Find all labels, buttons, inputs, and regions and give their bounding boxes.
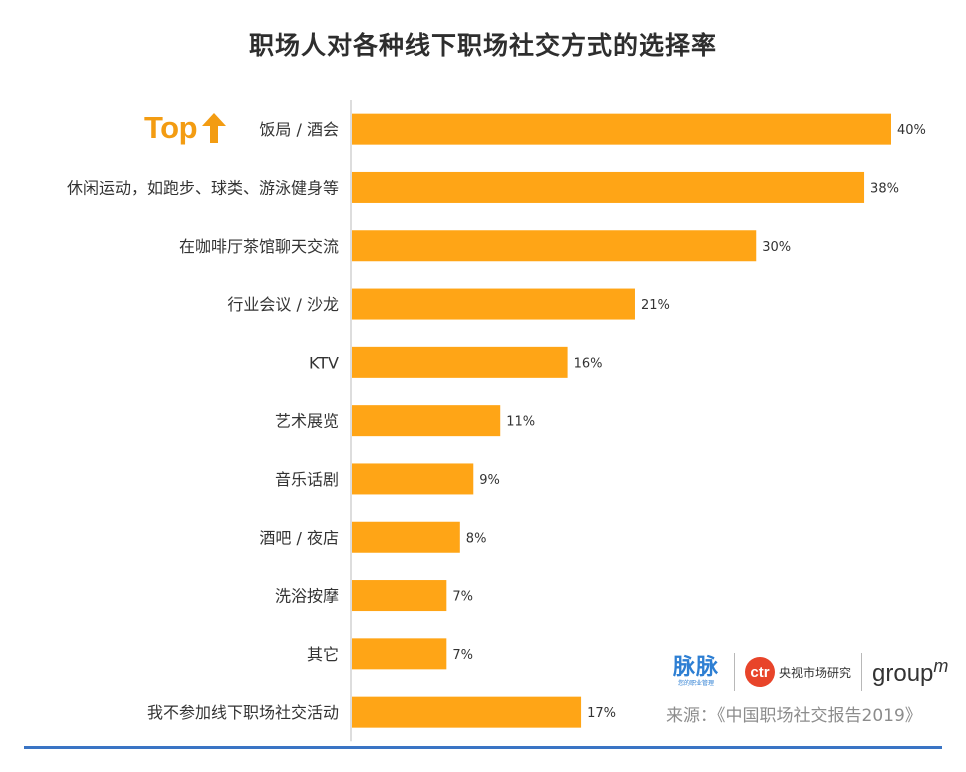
maimai-logo-name: 脉脉 [672, 655, 719, 680]
bar [352, 463, 474, 495]
value-label: 8% [466, 531, 487, 546]
maimai-logo-tagline: 您的职业管理 [677, 680, 714, 687]
bar [352, 521, 460, 553]
category-label: 酒吧 / 夜店 [259, 528, 339, 547]
bar [352, 405, 501, 437]
category-label: 饭局 / 酒会 [259, 120, 339, 139]
ctr-logo: ctr 央视市场研究 [745, 657, 851, 687]
category-label: 休闲运动，如跑步、球类、游泳健身等 [67, 178, 339, 197]
logo-divider [734, 653, 735, 691]
value-label: 38% [870, 181, 899, 196]
maimai-logo: 脉脉 您的职业管理 [668, 656, 724, 688]
bar [352, 171, 865, 203]
category-label: 艺术展览 [275, 412, 339, 431]
value-label: 16% [574, 356, 603, 371]
category-label: 音乐话剧 [275, 470, 339, 489]
top-label: Top [144, 110, 198, 145]
groupm-logo-base: group [872, 660, 934, 687]
bottom-rule [24, 746, 942, 749]
ctr-logo-name: 央视市场研究 [779, 665, 852, 680]
ctr-logo-mark: ctr [745, 657, 775, 687]
value-label: 11% [506, 415, 535, 430]
bar [352, 288, 635, 320]
bar [352, 346, 568, 378]
category-label: 洗浴按摩 [275, 587, 339, 606]
value-label: 40% [897, 123, 926, 138]
bar [352, 638, 447, 670]
source-note: 来源：《中国职场社交报告2019》 [666, 706, 922, 726]
value-label: 21% [641, 298, 670, 313]
bar [352, 580, 447, 612]
category-label: 行业会议 / 沙龙 [227, 295, 339, 314]
groupm-logo: groupm [872, 656, 948, 688]
value-label: 7% [452, 648, 473, 663]
groupm-logo-m: m [933, 656, 949, 676]
value-label: 7% [452, 590, 473, 605]
logo-bar: 脉脉 您的职业管理 ctr 央视市场研究 groupm [668, 650, 958, 694]
bar [352, 696, 582, 728]
value-label: 30% [762, 240, 791, 255]
up-arrow-icon [202, 113, 227, 143]
category-label: 其它 [307, 645, 339, 664]
value-label: 9% [479, 473, 500, 488]
value-label: 17% [587, 706, 616, 721]
category-label: 我不参加线下职场社交活动 [147, 703, 339, 722]
category-label: 在咖啡厅茶馆聊天交流 [179, 237, 339, 256]
category-label: KTV [309, 353, 339, 372]
top-annotation: Top [144, 110, 227, 146]
bar [352, 230, 757, 262]
chart-title: 职场人对各种线下职场社交方式的选择率 [248, 31, 717, 60]
logo-divider [861, 653, 863, 691]
bar [352, 113, 891, 145]
